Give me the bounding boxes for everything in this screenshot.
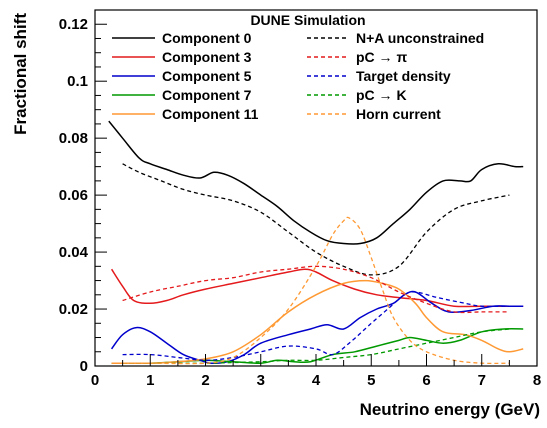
x-tick-label: 0 <box>91 372 99 389</box>
x-tick-label: 6 <box>422 372 430 389</box>
x-tick-label: 3 <box>257 372 265 389</box>
series-line-target-density <box>122 291 510 361</box>
x-tick-label: 1 <box>146 372 154 389</box>
y-tick-label: 0.06 <box>59 187 88 204</box>
legend-label: Component 7 <box>162 87 252 103</box>
x-tick-label: 2 <box>201 372 209 389</box>
series-line-pc <box>122 265 510 314</box>
series-line-component-0 <box>108 120 524 245</box>
legend-label: Component 0 <box>162 30 252 46</box>
legend-label: Component 5 <box>162 68 252 84</box>
y-tick-label: 0 <box>80 358 88 375</box>
x-tick-label: 4 <box>312 372 321 389</box>
series-line-horn-current <box>122 216 510 365</box>
series-line-component-11 <box>111 279 524 365</box>
legend-label: Component 11 <box>162 106 259 122</box>
chart-title: DUNE Simulation <box>250 12 365 28</box>
x-tick-label: 5 <box>367 372 375 389</box>
series-line-n-a-unconstrained <box>122 163 510 276</box>
x-tick-label: 8 <box>533 372 541 389</box>
y-tick-label: 0.04 <box>59 244 89 261</box>
legend-label: Target density <box>356 68 451 84</box>
legend-label: pC → π <box>356 49 407 65</box>
y-axis-label: Fractional shift <box>11 13 30 135</box>
legend-label: Component 3 <box>162 49 252 65</box>
x-tick-label: 7 <box>478 372 486 389</box>
y-tick-label: 0.1 <box>67 73 88 90</box>
x-axis-label: Neutrino energy (GeV) <box>360 400 540 419</box>
legend-label: Horn current <box>356 106 441 122</box>
legend-label: pC → K <box>356 87 407 103</box>
y-tick-label: 0.08 <box>59 130 88 147</box>
legend-label: N+A unconstrained <box>356 30 484 46</box>
series-line-component-3 <box>110 268 524 308</box>
series-line-component-5 <box>110 290 524 365</box>
y-tick-label: 0.12 <box>59 16 88 33</box>
y-tick-label: 0.02 <box>59 301 88 318</box>
